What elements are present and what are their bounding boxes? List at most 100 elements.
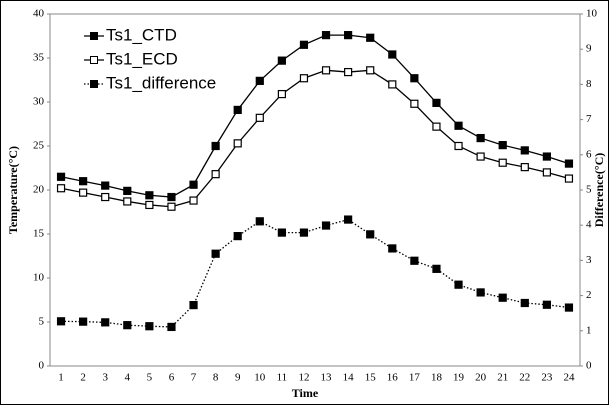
data-point xyxy=(101,318,110,327)
data-point xyxy=(211,249,220,258)
y-tick-label: 5 xyxy=(39,316,45,328)
data-point xyxy=(476,288,485,297)
data-point xyxy=(321,66,331,75)
y2-tick-label: 9 xyxy=(586,43,592,55)
data-point xyxy=(101,181,110,190)
data-point xyxy=(299,40,309,49)
x-tick-label: 21 xyxy=(497,372,508,384)
legend-marker xyxy=(90,56,98,64)
data-point xyxy=(255,76,264,85)
data-point xyxy=(344,215,353,224)
y2-tick-label: 8 xyxy=(586,78,592,90)
data-point xyxy=(189,196,198,205)
data-point xyxy=(542,152,551,161)
y2-tick-label: 7 xyxy=(586,113,592,125)
y2-tick-label: 5 xyxy=(586,184,592,196)
data-point xyxy=(145,200,154,210)
data-point xyxy=(321,31,331,40)
data-point xyxy=(79,317,88,326)
data-point xyxy=(255,217,264,226)
data-point xyxy=(520,163,529,172)
data-point xyxy=(476,152,485,161)
data-point xyxy=(167,202,176,211)
data-point xyxy=(189,180,198,189)
data-point xyxy=(542,168,551,177)
data-point xyxy=(211,170,220,179)
data-point xyxy=(211,141,220,151)
y2-tick-label: 4 xyxy=(586,219,592,231)
data-point xyxy=(277,89,286,99)
data-point xyxy=(79,188,88,197)
data-point xyxy=(454,121,463,130)
data-point xyxy=(56,184,66,193)
data-point xyxy=(255,113,264,122)
data-point xyxy=(388,244,397,253)
x-tick-label: 19 xyxy=(453,372,465,384)
y-tick-label: 15 xyxy=(33,228,45,240)
legend-label: Ts1_CTD xyxy=(106,25,177,44)
data-point xyxy=(101,192,110,202)
data-point xyxy=(410,74,419,83)
data-point xyxy=(344,31,353,40)
x-tick-label: 12 xyxy=(298,372,309,384)
data-point xyxy=(410,99,419,108)
data-point xyxy=(564,159,574,168)
x-tick-label: 11 xyxy=(277,372,288,384)
y-axis-label: Temperature(°C) xyxy=(6,146,20,234)
data-point xyxy=(366,33,375,42)
x-tick-label: 22 xyxy=(519,372,530,384)
data-point xyxy=(167,322,176,332)
legend-label: Ts1_ECD xyxy=(106,49,178,68)
data-point xyxy=(388,80,397,89)
data-point xyxy=(123,197,132,206)
data-point xyxy=(123,186,132,195)
y2-tick-label: 10 xyxy=(586,8,598,20)
x-tick-label: 8 xyxy=(213,372,219,384)
data-point xyxy=(277,228,286,237)
data-point xyxy=(564,303,574,312)
y-tick-label: 0 xyxy=(39,360,45,372)
data-point xyxy=(520,146,529,155)
y2-tick-label: 6 xyxy=(586,148,592,160)
data-point xyxy=(123,321,132,330)
x-tick-label: 23 xyxy=(541,372,553,384)
x-tick-label: 16 xyxy=(387,372,399,384)
data-point xyxy=(432,98,441,107)
data-point xyxy=(145,322,154,331)
data-point xyxy=(79,177,88,186)
data-point xyxy=(233,139,242,148)
x-tick-label: 1 xyxy=(58,372,64,384)
x-tick-label: 9 xyxy=(235,372,241,384)
data-point xyxy=(564,174,574,183)
data-point xyxy=(344,67,353,77)
y-tick-label: 35 xyxy=(33,52,45,64)
y2-tick-label: 0 xyxy=(586,360,592,372)
x-tick-label: 4 xyxy=(125,372,131,384)
x-tick-label: 24 xyxy=(563,372,575,384)
y2-axis-label: Difference(°C) xyxy=(592,153,606,228)
data-point xyxy=(145,191,154,200)
x-tick-label: 20 xyxy=(475,372,487,384)
legend-marker xyxy=(90,32,98,40)
data-point xyxy=(432,122,441,131)
x-tick-label: 2 xyxy=(80,372,86,384)
data-point xyxy=(454,280,463,289)
data-point xyxy=(299,74,309,83)
x-tick-label: 10 xyxy=(254,372,266,384)
data-point xyxy=(321,221,331,230)
y2-tick-label: 3 xyxy=(586,254,592,266)
data-point xyxy=(366,230,375,239)
data-point xyxy=(189,301,198,310)
data-point xyxy=(366,66,375,75)
y-tick-label: 30 xyxy=(33,96,45,108)
data-point xyxy=(454,141,463,151)
x-tick-label: 18 xyxy=(431,372,443,384)
data-point xyxy=(388,50,397,59)
x-tick-label: 3 xyxy=(102,372,108,384)
y-tick-label: 25 xyxy=(33,140,45,152)
data-point xyxy=(233,232,242,241)
x-axis-label: Time xyxy=(292,386,319,400)
legend-marker xyxy=(90,80,98,88)
